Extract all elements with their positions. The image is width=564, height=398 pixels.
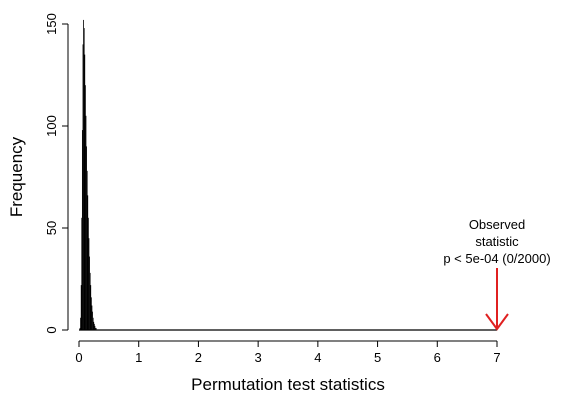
histogram-bar — [93, 323, 95, 330]
x-axis: 0 1 2 3 4 5 6 7 — [75, 340, 501, 365]
histogram-bar — [80, 317, 81, 330]
x-tick-label: 4 — [314, 350, 321, 365]
observed-annotation-line: statistic — [475, 234, 519, 249]
histogram-bar — [90, 285, 92, 330]
observed-annotation-line: Observed — [469, 217, 525, 232]
y-axis: 0 50 100 150 — [44, 13, 69, 334]
y-tick-label: 0 — [44, 326, 59, 333]
histogram-bar — [84, 85, 86, 330]
histogram-bar — [87, 195, 89, 330]
observed-arrow-head — [485, 313, 509, 331]
histogram-bar — [84, 54, 86, 330]
histogram-bar — [95, 327, 97, 330]
histogram-bars — [79, 19, 97, 331]
x-tick-label: 3 — [255, 350, 262, 365]
histogram-bar — [92, 311, 93, 330]
y-tick-label: 50 — [44, 221, 59, 235]
histogram-bar — [93, 321, 95, 330]
histogram-bar — [87, 217, 89, 330]
x-tick-label: 6 — [434, 350, 441, 365]
histogram-bar — [95, 327, 96, 330]
observed-annotation-line: p < 5e-04 (0/2000) — [443, 251, 550, 266]
histogram-bar — [83, 19, 84, 330]
histogram-bar — [80, 285, 82, 330]
histogram-bar — [86, 170, 88, 330]
x-tick-label: 7 — [493, 350, 500, 365]
x-tick-label: 1 — [135, 350, 142, 365]
x-tick-label: 5 — [374, 350, 381, 365]
histogram-bar — [85, 115, 87, 330]
x-axis-title: Permutation test statistics — [191, 375, 385, 394]
histogram-bar — [89, 256, 90, 330]
histogram-bar — [81, 217, 83, 330]
x-tick-label: 2 — [195, 350, 202, 365]
histogram-bar — [79, 327, 81, 330]
histogram-bar — [88, 238, 90, 330]
x-tick-label: 0 — [75, 350, 82, 365]
histogram-bar — [90, 297, 92, 330]
histogram-bar — [83, 28, 85, 331]
histogram-bar — [82, 44, 84, 331]
observed-statistic-annotation: Observed statistic p < 5e-04 (0/2000) — [443, 217, 551, 331]
histogram-bar — [94, 325, 96, 330]
y-tick-label: 150 — [44, 13, 59, 35]
histogram-bar — [92, 317, 94, 330]
histogram-bar — [91, 305, 93, 330]
histogram-bar — [89, 272, 91, 330]
histogram-bar — [81, 130, 83, 330]
y-tick-label: 100 — [44, 115, 59, 137]
histogram-bar — [86, 146, 87, 330]
y-axis-title: Frequency — [7, 136, 26, 217]
